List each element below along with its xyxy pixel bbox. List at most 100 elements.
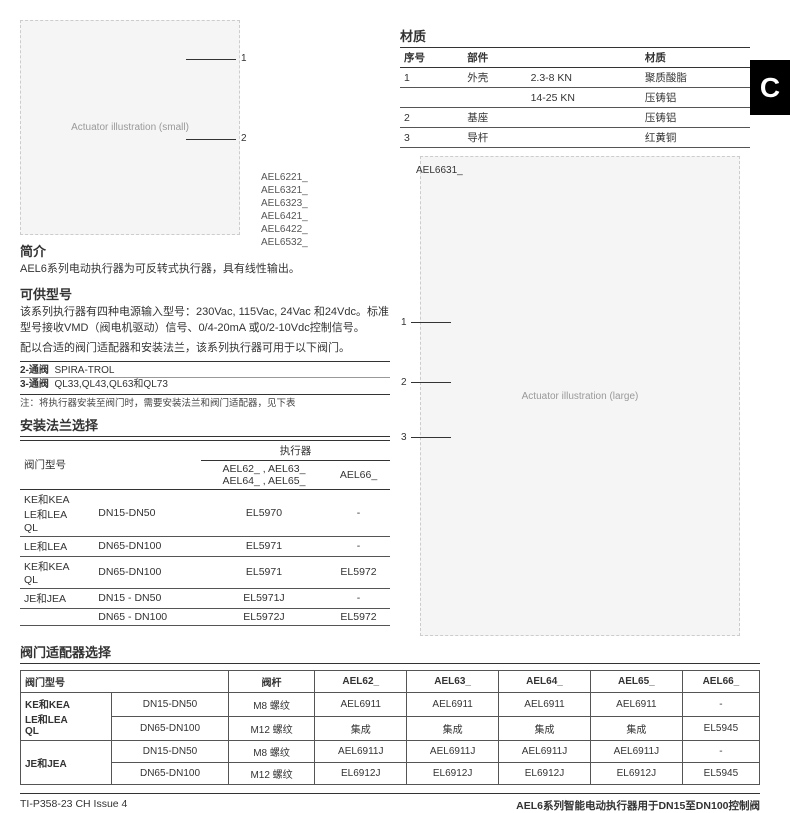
table-row: JE和JEADN15-DN50M8 螺纹AEL6911JAEL6911JAEL6… [21, 741, 760, 763]
heading-intro: 简介 [20, 241, 390, 260]
cell: EL6912J [590, 763, 682, 785]
cell: 2 [400, 108, 463, 128]
compat-note: 注：将执行器安装至阀门时，需要安装法兰和阀门适配器，见下表 [20, 395, 390, 409]
cell: LE和LEA [20, 536, 94, 556]
cell: 1 [400, 68, 463, 88]
table-row: 2基座压铸铝 [400, 108, 750, 128]
right-column: 材质 序号 部件 材质 1外壳2.3-8 KN聚质酸脂14-25 KN压铸铝2基… [400, 20, 750, 636]
figure-alt: Actuator illustration (large) [522, 391, 639, 402]
cell: EL5972 [327, 608, 390, 625]
cell [400, 88, 463, 108]
cell: AEL6911 [315, 693, 407, 717]
section-tab: C [750, 60, 790, 115]
cell: DN15-DN50 [112, 741, 229, 763]
cell [463, 88, 526, 108]
cell: 外壳 [463, 68, 526, 88]
table-row: KE和KEA QLDN65-DN100EL5971EL5972 [20, 556, 390, 588]
cell: 3 [400, 128, 463, 148]
th: 部件 [463, 48, 526, 68]
th: AEL66_ [682, 671, 759, 693]
models-p2: 配以合适的阀门适配器和安装法兰，该系列执行器可用于以下阀门。 [20, 341, 390, 357]
callout-3: 3 [401, 432, 407, 443]
cell: AEL6911J [499, 741, 591, 763]
th: AEL64_ [499, 671, 591, 693]
th: 材质 [641, 48, 750, 68]
intro-text: AEL6系列电动执行器为可反转式执行器，具有线性输出。 [20, 262, 390, 278]
cell: JE和JEA [21, 741, 112, 785]
models-p1: 该系列执行器有四种电源输入型号：230Vac, 115Vac, 24Vac 和2… [20, 305, 390, 337]
cell: EL5945 [682, 763, 759, 785]
cell: M12 螺纹 [228, 763, 315, 785]
cell: EL5971 [201, 536, 327, 556]
cell: AEL6911 [499, 693, 591, 717]
cell: 集成 [407, 717, 499, 741]
cell: 2.3-8 KN [527, 68, 641, 88]
callout-2: 2 [241, 133, 247, 144]
model-list-small: AEL6221_ AEL6321_ AEL6323_ AEL6421_ AEL6… [261, 171, 308, 249]
th: AEL62_ [315, 671, 407, 693]
cell: EL6912J [315, 763, 407, 785]
cell: AEL6911 [590, 693, 682, 717]
th: AEL65_ [590, 671, 682, 693]
cell: DN65 - DN100 [94, 608, 201, 625]
flange-table: 阀门型号 执行器 AEL62_ , AEL63_ AEL64_ , AEL65_… [20, 440, 390, 626]
th: 阀门型号 [21, 671, 229, 693]
cell: DN65-DN100 [94, 536, 201, 556]
cell: EL5945 [682, 717, 759, 741]
cell: DN65-DN100 [112, 763, 229, 785]
cell: DN15-DN50 [94, 489, 201, 536]
cell: EL6912J [407, 763, 499, 785]
cell [527, 128, 641, 148]
cell: DN15-DN50 [112, 693, 229, 717]
th: AEL63_ [407, 671, 499, 693]
callout-2: 2 [401, 377, 407, 388]
cell: EL5972J [201, 608, 327, 625]
cell: KE和KEA QL [20, 556, 94, 588]
cell: AEL6911J [315, 741, 407, 763]
figure-small-actuator: Actuator illustration (small) 1 2 AEL622… [20, 20, 240, 235]
cell: 集成 [590, 717, 682, 741]
cell: 压铸铝 [641, 88, 750, 108]
cell [20, 608, 94, 625]
table-row: 14-25 KN压铸铝 [400, 88, 750, 108]
adapter-table: 阀门型号阀杆AEL62_AEL63_AEL64_AEL65_AEL66_ KE和… [20, 670, 760, 785]
cell: DN15 - DN50 [94, 588, 201, 608]
cell: 14-25 KN [527, 88, 641, 108]
table-row: 3导杆红黄铜 [400, 128, 750, 148]
cell: AEL6911J [590, 741, 682, 763]
cell: - [327, 489, 390, 536]
cell: M8 螺纹 [228, 741, 315, 763]
table-row: KE和KEA LE和LEA QLDN15-DN50EL5970- [20, 489, 390, 536]
heading-models: 可供型号 [20, 284, 390, 303]
th [527, 48, 641, 68]
cell: - [682, 741, 759, 763]
callout-1: 1 [401, 317, 407, 328]
cell: EL5971J [201, 588, 327, 608]
cell: - [682, 693, 759, 717]
th: 执行器 [201, 440, 390, 460]
table-row: DN65-DN100M12 螺纹集成集成集成集成EL5945 [21, 717, 760, 741]
table-row: JE和JEADN15 - DN50EL5971J- [20, 588, 390, 608]
th: 序号 [400, 48, 463, 68]
th: 阀杆 [228, 671, 315, 693]
cell: 红黄铜 [641, 128, 750, 148]
cell: EL5970 [201, 489, 327, 536]
cell: 基座 [463, 108, 526, 128]
figure-alt: Actuator illustration (small) [71, 122, 189, 133]
cell: DN65-DN100 [94, 556, 201, 588]
heading-adapter: 阀门适配器选择 [20, 642, 760, 664]
footer-left: TI-P358-23 CH Issue 4 [20, 798, 127, 813]
cell: 集成 [499, 717, 591, 741]
material-table: 序号 部件 材质 1外壳2.3-8 KN聚质酸脂14-25 KN压铸铝2基座压铸… [400, 47, 750, 148]
table-row: 1外壳2.3-8 KN聚质酸脂 [400, 68, 750, 88]
table-row: LE和LEADN65-DN100EL5971- [20, 536, 390, 556]
footer-right: AEL6系列智能电动执行器用于DN15至DN100控制阀 [516, 798, 760, 813]
left-column: Actuator illustration (small) 1 2 AEL622… [20, 20, 390, 626]
heading-flange: 安装法兰选择 [20, 415, 390, 437]
valve-compat-table: 2-通阀 SPIRA-TROL 3-通阀 QL33,QL43,QL63和QL73 [20, 361, 390, 395]
table-row: DN65-DN100M12 螺纹EL6912JEL6912JEL6912JEL6… [21, 763, 760, 785]
cell: AEL6911 [407, 693, 499, 717]
cell: KE和KEA LE和LEA QL [20, 489, 94, 536]
page-footer: TI-P358-23 CH Issue 4 AEL6系列智能电动执行器用于DN1… [20, 793, 760, 813]
table-row: DN65 - DN100EL5972JEL5972 [20, 608, 390, 625]
